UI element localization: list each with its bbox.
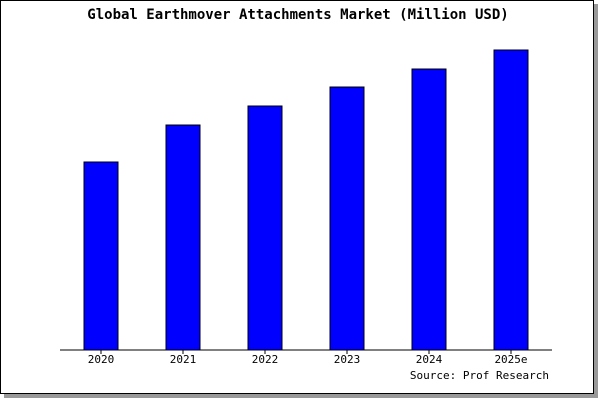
x-tick-label: 2021 [170, 353, 197, 366]
x-tick-label: 2020 [88, 353, 115, 366]
x-tick-label: 2024 [416, 353, 443, 366]
bar [83, 161, 119, 351]
bar [247, 105, 283, 351]
source-note: Source: Prof Research [410, 369, 549, 382]
x-tick-label: 2025e [494, 353, 527, 366]
bar [493, 49, 529, 351]
x-tick-label: 2023 [334, 353, 361, 366]
bar [411, 68, 447, 351]
bar [329, 86, 365, 351]
bar [165, 124, 201, 351]
x-tick-label: 2022 [252, 353, 279, 366]
chart-title: Global Earthmover Attachments Market (Mi… [87, 7, 508, 23]
